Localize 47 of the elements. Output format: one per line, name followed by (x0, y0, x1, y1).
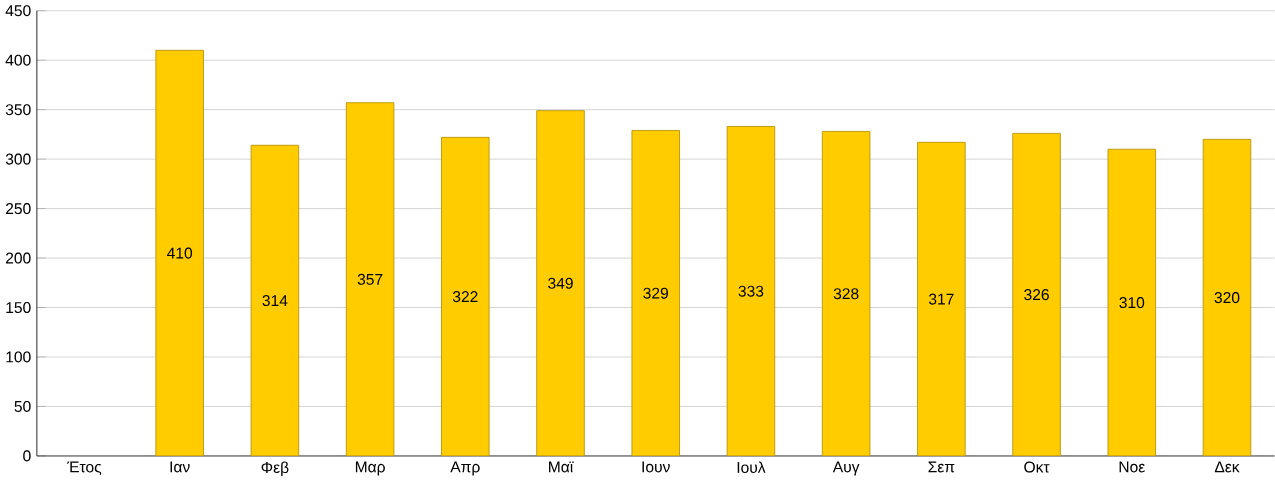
x-tick-label: Ιαν (170, 461, 190, 473)
bar (917, 141, 966, 456)
data-label: 314 (262, 294, 288, 306)
bar (441, 136, 490, 456)
bar (536, 110, 585, 456)
bar (1107, 148, 1156, 456)
bar (631, 129, 680, 456)
x-tick-label: Έτος (67, 461, 102, 475)
data-label: 320 (1214, 291, 1240, 304)
x-tick-label: Ιουλ (737, 461, 766, 473)
bar (1202, 138, 1252, 456)
x-tick-label: Σεπ (928, 461, 955, 473)
y-tick-label: 350 (5, 104, 31, 116)
data-label: 333 (738, 285, 764, 297)
data-label: 322 (452, 290, 478, 303)
y-tick-label: 400 (5, 54, 31, 66)
bar (726, 125, 776, 456)
bar (821, 130, 871, 456)
x-tick-label: Οκτ (1024, 461, 1050, 473)
x-tick-label: Δεκ (1214, 461, 1240, 473)
x-tick-label: Μαρ (355, 461, 385, 476)
data-label: 310 (1119, 296, 1145, 308)
y-tick-label: 100 (6, 351, 31, 363)
x-tick-label: Ιουν (642, 461, 670, 473)
data-label: 357 (357, 273, 383, 285)
bar (155, 49, 204, 456)
y-tick-label: 150 (6, 301, 31, 313)
bar (1012, 132, 1061, 456)
y-tick-label: 300 (5, 153, 31, 165)
x-tick-label: Μαϊ (549, 461, 574, 473)
data-label: 410 (167, 247, 193, 259)
bar (250, 144, 300, 456)
bar (345, 102, 395, 456)
x-tick-label: Φεβ (261, 461, 289, 476)
data-label: 329 (643, 287, 668, 299)
data-label: 349 (548, 277, 573, 289)
y-tick-label: 200 (6, 252, 31, 264)
y-tick-label: 450 (5, 5, 31, 17)
x-tick-label: Νοε (1119, 461, 1145, 473)
data-label: 328 (833, 288, 859, 300)
data-label: 326 (1024, 289, 1049, 301)
y-tick-label: 250 (6, 202, 31, 214)
data-label: 317 (928, 293, 954, 305)
x-tick-label: Απρ (450, 461, 480, 476)
y-tick-label: 0 (23, 450, 31, 462)
y-tick-label: 50 (14, 400, 31, 412)
x-tick-label: Αυγ (832, 461, 860, 476)
